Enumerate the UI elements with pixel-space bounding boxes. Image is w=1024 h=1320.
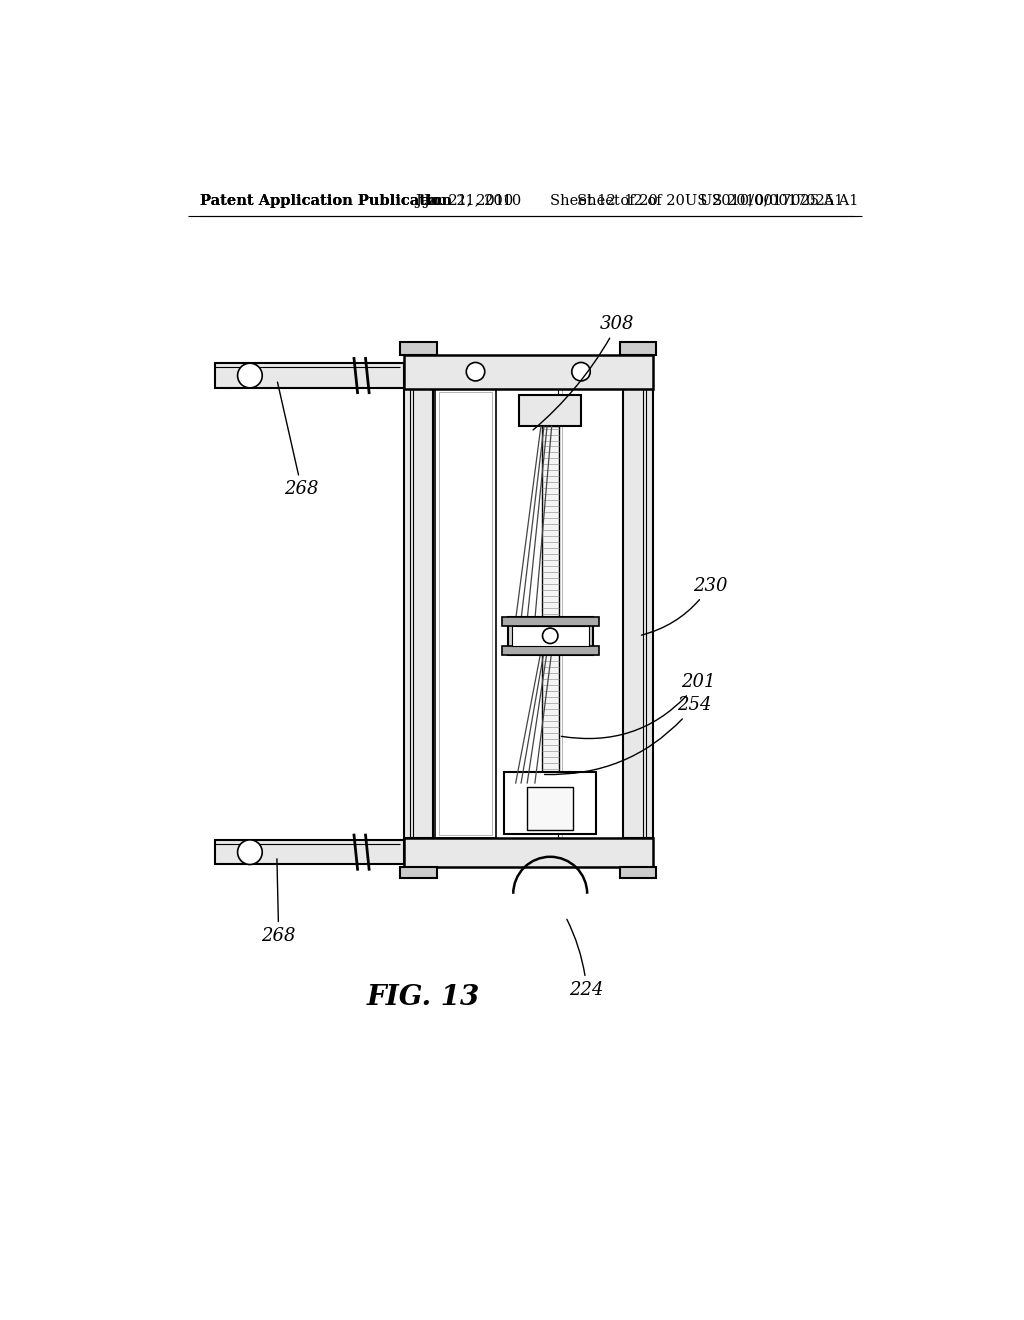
- Circle shape: [238, 363, 262, 388]
- Text: Patent Application Publication: Patent Application Publication: [200, 194, 452, 207]
- Bar: [620, 867, 656, 878]
- Text: 268: 268: [261, 859, 296, 945]
- Bar: [502, 645, 599, 655]
- Text: Sheet 12 of 20: Sheet 12 of 20: [578, 194, 685, 207]
- Text: Jan. 21, 2010: Jan. 21, 2010: [423, 194, 521, 207]
- Text: FIG. 13: FIG. 13: [367, 985, 480, 1011]
- Bar: [403, 355, 652, 389]
- Bar: [403, 389, 433, 838]
- Text: 308: 308: [534, 315, 635, 430]
- Circle shape: [238, 840, 262, 865]
- Bar: [620, 342, 656, 355]
- Text: 224: 224: [567, 919, 604, 999]
- Bar: [624, 389, 652, 838]
- Bar: [519, 395, 581, 425]
- Bar: [504, 772, 596, 834]
- Text: 201: 201: [561, 673, 716, 739]
- Circle shape: [543, 628, 558, 644]
- Bar: [512, 626, 589, 645]
- Text: US 2010/0017025 A1: US 2010/0017025 A1: [685, 194, 844, 207]
- Circle shape: [571, 363, 590, 381]
- Text: 230: 230: [641, 577, 727, 635]
- Bar: [215, 840, 403, 865]
- Bar: [508, 616, 593, 655]
- Bar: [400, 342, 437, 355]
- Text: Patent Application Publication: Patent Application Publication: [200, 194, 452, 207]
- Circle shape: [466, 363, 484, 381]
- Text: Jan. 21, 2010: Jan. 21, 2010: [416, 194, 514, 207]
- Bar: [435, 389, 497, 838]
- Bar: [400, 867, 437, 878]
- Bar: [542, 425, 559, 784]
- Bar: [215, 363, 403, 388]
- Bar: [403, 837, 652, 867]
- Bar: [438, 392, 493, 836]
- Text: Sheet 12 of 20: Sheet 12 of 20: [550, 194, 658, 207]
- Bar: [502, 616, 599, 626]
- Text: US 2010/0017025 A1: US 2010/0017025 A1: [700, 194, 859, 207]
- Bar: [527, 788, 573, 830]
- Text: 254: 254: [545, 696, 712, 775]
- Text: 268: 268: [278, 381, 319, 499]
